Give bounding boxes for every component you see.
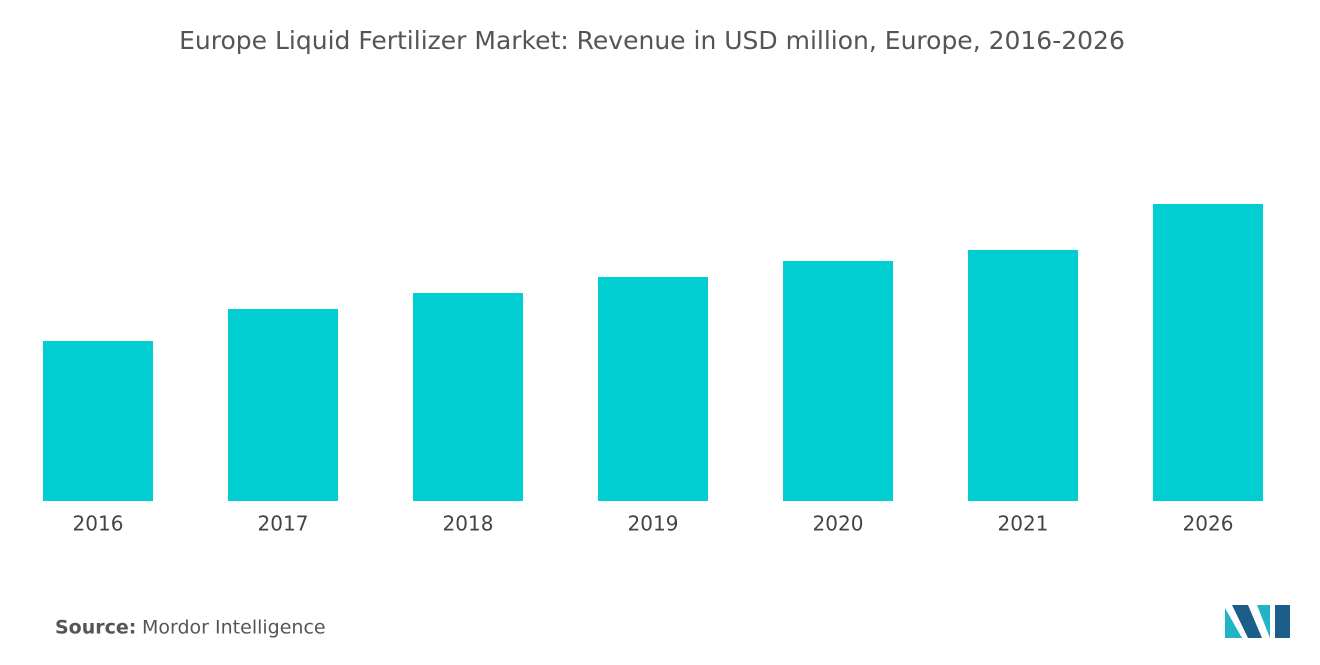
bar: [1153, 204, 1263, 501]
bar: [43, 341, 153, 501]
x-tick-label: 2021: [998, 512, 1049, 536]
source-label: Source:: [55, 617, 136, 639]
logo-shape: [1275, 605, 1290, 638]
source-text: Mordor Intelligence: [142, 617, 326, 639]
bar: [413, 293, 523, 501]
x-tick-label: 2017: [258, 512, 309, 536]
logo-shape: [1257, 605, 1270, 638]
logo-shape: [1232, 605, 1262, 638]
bar: [968, 250, 1078, 501]
x-tick-label: 2020: [813, 512, 864, 536]
bar: [783, 261, 893, 501]
bar: [598, 277, 708, 501]
bar: [228, 309, 338, 501]
logo-shape: [1225, 608, 1242, 638]
chart-title: Europe Liquid Fertilizer Market: Revenue…: [179, 26, 1125, 55]
x-tick-label: 2018: [443, 512, 494, 536]
x-tick-label: 2019: [628, 512, 679, 536]
x-tick-label: 2026: [1183, 512, 1234, 536]
logo: [1225, 605, 1290, 638]
x-tick-label: 2016: [73, 512, 124, 536]
